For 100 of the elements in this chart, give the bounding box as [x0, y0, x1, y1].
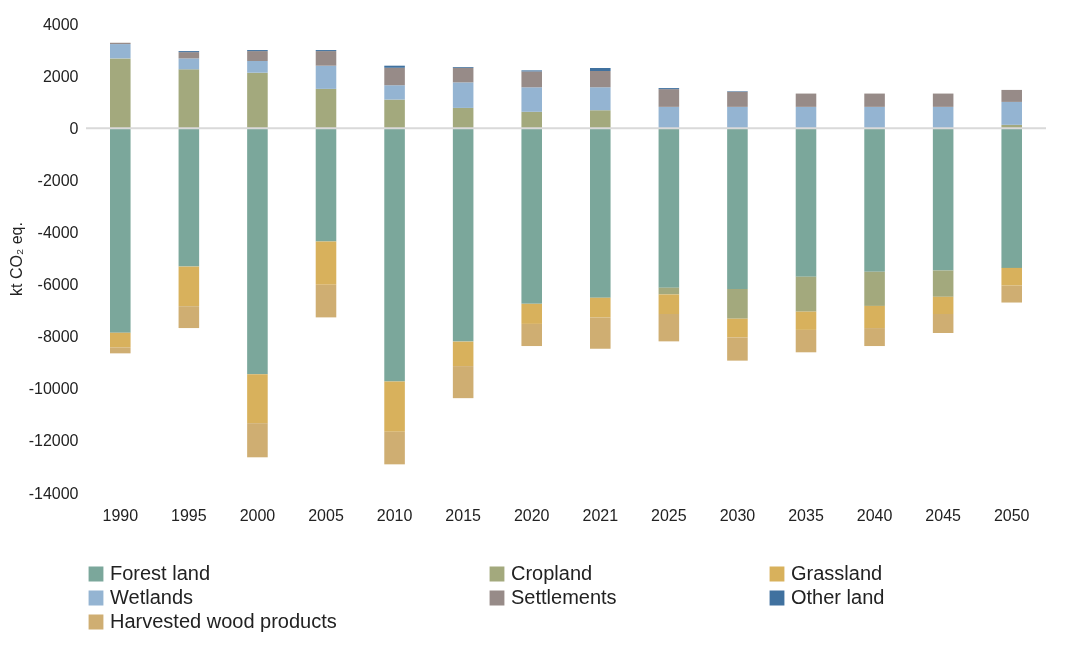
- bar: [727, 91, 748, 107]
- x-tick-label: 2045: [925, 506, 962, 524]
- x-tick-label: 2025: [651, 506, 687, 524]
- bar: [1001, 267, 1022, 286]
- bar: [932, 128, 954, 271]
- bar: [864, 106, 885, 129]
- x-tick-label: 2000: [239, 506, 276, 524]
- bar: [658, 106, 680, 129]
- bar: [452, 107, 474, 129]
- bar: [590, 70, 611, 88]
- bar: [247, 61, 268, 73]
- bar: [452, 67, 474, 83]
- bar: [521, 71, 542, 88]
- bar: [658, 314, 680, 342]
- bar: [384, 67, 405, 86]
- y-tick-label: -6000: [37, 276, 79, 294]
- bar: [384, 99, 405, 129]
- bar: [452, 82, 474, 108]
- bar: [178, 128, 200, 267]
- bar: [590, 110, 611, 129]
- legend-label: Cropland: [511, 562, 593, 584]
- bar: [452, 366, 474, 399]
- x-tick-label: 2030: [719, 506, 756, 524]
- legend-label: Forest land: [110, 562, 211, 584]
- x-tick-label: 2021: [582, 506, 619, 524]
- bar: [795, 311, 817, 330]
- bar: [247, 51, 268, 61]
- y-tick-label: 4000: [42, 15, 79, 33]
- bar: [315, 284, 337, 318]
- y-tick-label: 0: [69, 119, 79, 137]
- bar: [247, 128, 268, 375]
- legend-label: Other land: [791, 586, 885, 608]
- bar: [452, 128, 474, 342]
- legend-label: Settlements: [511, 586, 617, 608]
- bar: [658, 89, 680, 107]
- bar: [384, 381, 405, 432]
- bar: [384, 431, 405, 465]
- x-tick-label: 2035: [788, 506, 824, 524]
- bar: [864, 271, 885, 306]
- bar: [384, 65, 405, 68]
- bar: [384, 128, 405, 382]
- bar: [932, 296, 954, 314]
- bar: [864, 305, 885, 329]
- bar: [178, 306, 200, 329]
- bar: [110, 332, 131, 348]
- y-tick-label: -12000: [28, 432, 79, 450]
- legend-label: Wetlands: [110, 586, 194, 608]
- bar: [315, 241, 337, 285]
- y-tick-label: -4000: [37, 223, 79, 241]
- bar: [247, 374, 268, 424]
- bar: [452, 341, 474, 367]
- bar: [864, 93, 885, 107]
- bar: [110, 58, 131, 129]
- bar: [658, 294, 680, 314]
- bar: [795, 128, 817, 277]
- bar: [795, 276, 817, 312]
- y-tick-label: -8000: [37, 328, 79, 346]
- bar: [315, 88, 337, 129]
- y-tick-label: -14000: [28, 484, 79, 502]
- bar: [247, 72, 268, 129]
- bar: [932, 270, 954, 297]
- bar: [590, 128, 611, 298]
- y-tick-label: -2000: [37, 171, 79, 189]
- bar: [864, 328, 885, 347]
- y-tick-label: 2000: [42, 67, 79, 85]
- bar: [178, 69, 200, 129]
- bar: [864, 128, 885, 272]
- bar: [727, 288, 748, 319]
- bar: [521, 303, 542, 324]
- bar: [1001, 285, 1022, 303]
- bar: [932, 93, 954, 107]
- bar: [110, 44, 131, 59]
- bar: [384, 85, 405, 100]
- bar: [795, 329, 817, 353]
- bar: [795, 106, 817, 129]
- bar: [590, 68, 611, 71]
- bar: [727, 128, 748, 289]
- bar: [315, 51, 337, 66]
- bar: [1001, 101, 1022, 125]
- bar: [521, 323, 542, 347]
- bar: [110, 128, 131, 333]
- bar: [932, 314, 954, 334]
- bar: [727, 337, 748, 361]
- x-tick-label: 2040: [856, 506, 893, 524]
- bar: [590, 87, 611, 111]
- x-tick-label: 2015: [445, 506, 482, 524]
- bar: [590, 317, 611, 349]
- bar: [727, 106, 748, 129]
- legend-label: Harvested wood products: [110, 610, 337, 632]
- bar: [727, 318, 748, 338]
- x-tick-label: 2020: [513, 506, 550, 524]
- bar: [521, 111, 542, 129]
- bar: [590, 297, 611, 318]
- x-tick-label: 1990: [102, 506, 139, 524]
- bar: [315, 65, 337, 89]
- bar: [1001, 128, 1022, 268]
- x-tick-label: 2010: [376, 506, 413, 524]
- legend-label: Grassland: [791, 562, 883, 584]
- x-tick-label: 1995: [171, 506, 207, 524]
- bar: [178, 266, 200, 307]
